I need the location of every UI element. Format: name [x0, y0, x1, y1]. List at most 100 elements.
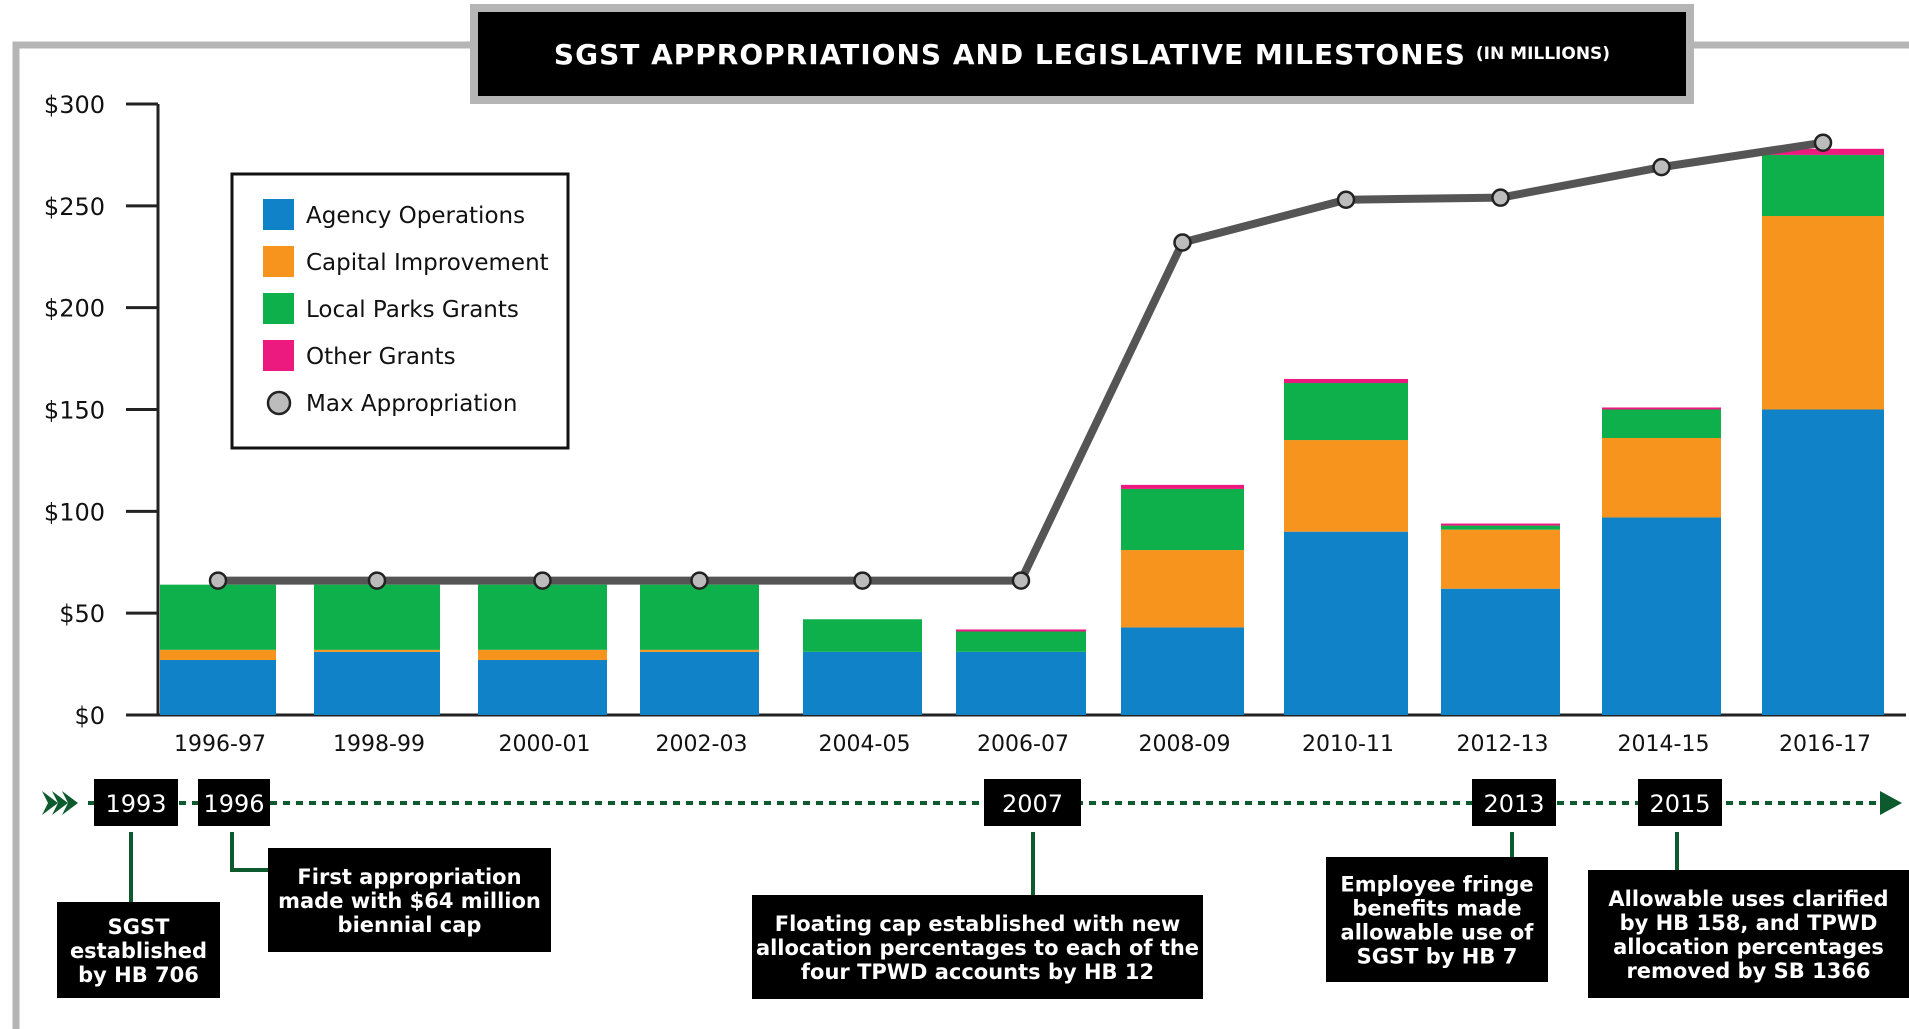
chart-title: SGST APPROPRIATIONS AND LEGISLATIVE MILE… [553, 37, 1466, 71]
legend-swatch [263, 199, 294, 230]
milestone-text-box [268, 848, 551, 952]
milestone-connector [230, 832, 268, 872]
bar-capital-improvement [314, 649, 440, 652]
bar-agency-operations [1762, 409, 1884, 715]
milestone-text-line: allocation percentages to each of the [756, 936, 1199, 960]
y-tick-label: $100 [44, 498, 105, 526]
legend-swatch [263, 293, 294, 324]
bar-other-grants [1121, 484, 1244, 489]
x-tick-label: 2008-09 [1139, 732, 1231, 757]
bar-agency-operations [1602, 517, 1721, 715]
milestone-text-line: SGST [108, 915, 170, 939]
milestone-text-line: removed by SB 1366 [1626, 959, 1870, 983]
milestone-text-line: Allowable uses clarified [1608, 887, 1888, 911]
chart-title-box: SGST APPROPRIATIONS AND LEGISLATIVE MILE… [470, 4, 1694, 104]
milestone-text-line: SGST by HB 7 [1357, 945, 1518, 969]
y-tick-label: $200 [44, 295, 105, 323]
bar-agency-operations [803, 651, 922, 715]
milestone-year: 2013 [1483, 790, 1544, 818]
milestone-year-box [94, 779, 178, 826]
timeline-chevron [62, 791, 78, 815]
legend-swatch [263, 246, 294, 277]
timeline-chevron [42, 791, 58, 815]
milestone-year: 1993 [105, 790, 166, 818]
y-tick-label: $50 [59, 600, 105, 628]
y-tick-label: $250 [44, 193, 105, 221]
max-appropriation-point [1813, 133, 1833, 152]
legend-marker [266, 390, 292, 416]
x-tick-label: 2016-17 [1779, 732, 1871, 757]
bar-capital-improvement [1762, 216, 1884, 410]
bar-other-grants [1441, 523, 1560, 526]
bar-agency-operations [314, 651, 440, 715]
milestone-text-line: by HB 706 [78, 963, 199, 987]
bar-agency-operations [640, 651, 759, 715]
bar-agency-operations [956, 651, 1086, 715]
y-tick-label: $150 [44, 397, 105, 425]
x-tick-label: 2004-05 [819, 732, 911, 757]
milestone-year-box [1472, 779, 1556, 826]
milestone-text-line: Employee fringe [1340, 873, 1533, 897]
max-appropriation-point [533, 571, 552, 590]
legend-label: Max Appropriation [306, 391, 517, 417]
legend-label: Capital Improvement [306, 250, 549, 276]
milestone-text-line: Floating cap established with new [775, 912, 1181, 936]
legend-swatch [263, 340, 294, 371]
milestone-text-box [752, 895, 1203, 999]
max-appropriation-point [1011, 571, 1031, 590]
chart-subtitle: (IN MILLIONS) [1475, 44, 1611, 64]
max-appropriation-point [1173, 233, 1192, 252]
legend-label: Agency Operations [306, 203, 525, 229]
bar-local-parks-grants [1284, 383, 1408, 441]
milestone-text-box [1326, 857, 1548, 982]
timeline-arrow-end [1880, 791, 1902, 815]
bar-local-parks-grants [478, 584, 607, 650]
bar-local-parks-grants [314, 584, 440, 650]
max-appropriation-point [690, 571, 709, 590]
bar-capital-improvement [1441, 529, 1560, 589]
milestone-text-line: established [70, 939, 207, 963]
bar-local-parks-grants [956, 631, 1086, 652]
milestone-year: 1996 [203, 790, 264, 818]
x-tick-label: 2012-13 [1457, 732, 1549, 757]
x-tick-label: 2010-11 [1302, 732, 1394, 757]
milestone-text-line: allocation percentages [1613, 935, 1884, 959]
max-appropriation-point [853, 571, 872, 590]
x-tick-label: 1998-99 [333, 732, 425, 757]
bar-agency-operations [1441, 588, 1560, 715]
max-appropriation-point [1336, 190, 1356, 209]
bar-agency-operations [478, 660, 607, 715]
bar-agency-operations [160, 660, 276, 715]
milestone-year: 2007 [1002, 790, 1063, 818]
milestone-text-line: four TPWD accounts by HB 12 [801, 960, 1154, 984]
milestone-year-box [198, 779, 270, 826]
bar-local-parks-grants [640, 584, 759, 650]
max-appropriation-point [367, 571, 387, 590]
max-appropriation-point [208, 571, 228, 590]
bar-local-parks-grants [1441, 525, 1560, 530]
bar-local-parks-grants [1762, 154, 1884, 217]
bar-local-parks-grants [803, 619, 922, 652]
bar-capital-improvement [160, 649, 276, 661]
bar-other-grants [1602, 407, 1721, 410]
bar-local-parks-grants [160, 584, 276, 650]
bar-capital-improvement [1121, 550, 1244, 628]
max-appropriation-point [1652, 157, 1671, 177]
timeline-chevron [52, 791, 68, 815]
milestone-text-line: made with $64 million [278, 889, 541, 913]
bar-capital-improvement [640, 649, 759, 652]
milestone-year-box [984, 779, 1081, 826]
x-tick-label: 2014-15 [1618, 732, 1710, 757]
bar-agency-operations [1284, 531, 1408, 715]
x-tick-label: 2006-07 [977, 732, 1069, 757]
bar-other-grants [956, 629, 1086, 632]
x-tick-label: 2000-01 [499, 732, 591, 757]
bar-local-parks-grants [1121, 488, 1244, 551]
legend-label: Other Grants [306, 344, 456, 370]
bar-local-parks-grants [1602, 409, 1721, 439]
y-tick-label: $300 [44, 91, 105, 119]
milestone-text-box [57, 902, 220, 998]
bar-capital-improvement [1284, 440, 1408, 532]
